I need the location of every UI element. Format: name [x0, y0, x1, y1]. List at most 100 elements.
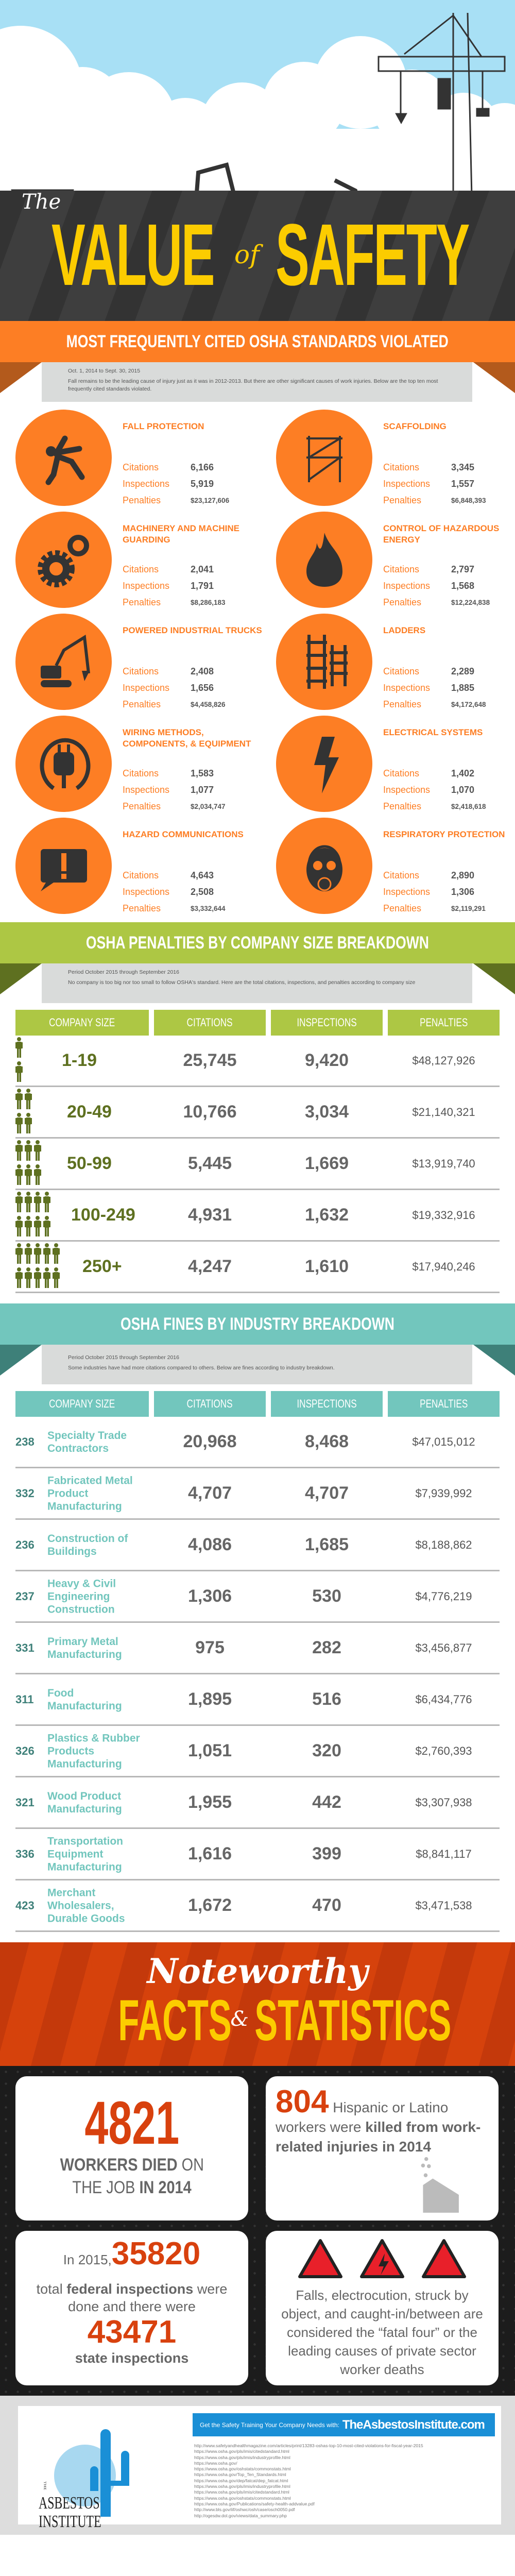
stat-inspections: Inspections 1,656	[123, 680, 226, 696]
cell-penalties: $48,127,926	[412, 1054, 475, 1067]
stat-penalties: Penalties $2,119,291	[383, 900, 486, 917]
hispanic-text-bold: killed from work-related injuries in 201…	[276, 2119, 481, 2155]
stat-inspections: Inspections 1,791	[123, 578, 226, 594]
inspections-text-bold: federal inspections	[66, 2281, 194, 2297]
cell-penalties: $2,760,393	[415, 1744, 472, 1757]
inspections-text-2: were done and there were	[68, 2281, 228, 2314]
logo-the: THE	[43, 2481, 47, 2490]
cell-citations: 975	[195, 1638, 225, 1657]
stat-citations: Citations 2,408	[123, 663, 226, 680]
plug-icon	[15, 716, 112, 812]
stat-value: 6,166	[191, 462, 214, 472]
stat-citations: Citations 3,345	[383, 459, 486, 476]
standard-item: FALL PROTECTION Citations 6,166 Inspections…	[15, 410, 263, 507]
cell-citations: 4,086	[187, 1535, 232, 1554]
stat-penalties: Penalties $2,418,618	[383, 798, 486, 815]
stat-inspections: Inspections 5,919	[123, 476, 229, 492]
person-icon	[15, 1061, 23, 1084]
header-label: PENALTIES	[419, 1397, 468, 1410]
naics-code: 423	[15, 1899, 35, 1912]
title-of: of	[234, 240, 260, 269]
naics-code: 237	[15, 1589, 35, 1603]
stat-label: Penalties	[383, 699, 422, 709]
stat-value: $6,848,393	[451, 496, 486, 504]
website-banner[interactable]: Get the Safety Training Your Company Nee…	[193, 2413, 495, 2436]
federal-inspections-number: 35820	[111, 2236, 201, 2272]
stat-value: 2,289	[451, 666, 475, 676]
fact-card-fatal-four: Falls, electrocution, struck by object, …	[266, 2231, 499, 2385]
source-link[interactable]: https://www.osha.gov/dep/fatcat/dep_fatc…	[194, 2478, 288, 2483]
source-link[interactable]: http://ogesdw.dol.gov/views/data_summary…	[194, 2513, 287, 2518]
table-header: CITATIONS	[154, 1010, 266, 1036]
company-size: 50-99	[67, 1154, 112, 1173]
table-row: 332 Fabricated Metal Product Manufacturin…	[15, 1468, 500, 1520]
cell-inspections: 1,610	[304, 1257, 349, 1276]
person-icon	[53, 1243, 60, 1266]
stat-penalties: Penalties $6,848,393	[383, 492, 486, 509]
company-intro: Period October 2015 through September 20…	[42, 963, 472, 1003]
naics-code: 236	[15, 1538, 35, 1551]
table-row: 331 Primary Metal Manufacturing 975 282 $3,4…	[15, 1623, 500, 1674]
table-header: COMPANY SIZE	[15, 1010, 149, 1036]
source-link[interactable]: https://www.osha.gov/pls/imis/industrypr…	[194, 2484, 290, 2489]
table-row: 20-49 10,766 3,034 $21,140,321	[15, 1087, 500, 1139]
title-safety: SAFETY	[276, 206, 470, 304]
inspections-text-1: total	[36, 2281, 63, 2297]
source-link[interactable]: https://www.osha.gov/oshstats/commonstat…	[194, 2495, 291, 2501]
standard-item: LADDERS Citations 2,289 Inspections 1,885 Pen…	[276, 614, 515, 711]
facts-title-2: STATISTICS	[254, 1988, 452, 2053]
stat-label: Citations	[123, 462, 159, 472]
source-link[interactable]: https://www.osha.gov/pls/imis/industrypr…	[194, 2454, 290, 2460]
person-icon	[43, 1215, 50, 1239]
stat-value: $4,458,826	[191, 700, 226, 708]
deaths-line2-bold: IN 2014	[139, 2178, 192, 2197]
fact-card-deaths: 4821 WORKERS DIED ON THE JOB IN 2014	[15, 2076, 248, 2221]
deaths-line2-light: THE JOB	[72, 2178, 135, 2197]
ribbon-fold-right	[473, 963, 515, 994]
stat-value: 1,583	[191, 768, 214, 778]
standard-item: POWERED INDUSTRIAL TRUCKS Citations 2,408 I…	[15, 614, 263, 711]
people-icon-group	[15, 1140, 41, 1188]
source-link[interactable]: https://www.osha.gov/	[194, 2460, 237, 2466]
source-link[interactable]: https://www.osha.gov/pls/imis/citedstand…	[194, 2489, 289, 2495]
cell-inspections: 320	[312, 1741, 341, 1760]
gears-icon	[15, 512, 112, 608]
industry-name: Primary Metal Manufacturing	[47, 1635, 122, 1660]
cell-penalties: $47,015,012	[412, 1435, 475, 1448]
cell-citations: 1,616	[187, 1844, 232, 1863]
stat-citations: Citations 2,041	[123, 561, 226, 578]
stat-label: Citations	[383, 768, 420, 778]
table-row: 326 Plastics & Rubber Products Manufactur…	[15, 1726, 500, 1777]
cell-citations: 1,051	[187, 1741, 232, 1760]
stat-value: $8,286,183	[191, 598, 226, 606]
gas-mask-icon	[276, 818, 372, 914]
standard-stats: Citations 6,166 Inspections 5,919 Penalties $…	[123, 459, 229, 509]
cell-citations: 1,955	[187, 1792, 232, 1812]
cell-inspections: 470	[312, 1895, 341, 1915]
person-icon	[34, 1140, 41, 1163]
cell-citations: 1,672	[187, 1895, 232, 1915]
section-header-company: OSHA PENALTIES BY COMPANY SIZE BREAKDOWN	[0, 922, 515, 963]
logo-line2: INSTITUTE	[39, 2512, 101, 2531]
source-link[interactable]: https://www.osha.gov/Publications/safety…	[194, 2501, 315, 2506]
source-link[interactable]: http://www.safetyandhealthmagazine.com/a…	[194, 2443, 423, 2448]
cell-penalties: $19,332,916	[412, 1208, 475, 1222]
source-link[interactable]: https://www.osha.gov/pls/imis/citedstand…	[194, 2449, 289, 2454]
source-link[interactable]: http://www.bls.gov/iif/oshwc/osh/case/os…	[194, 2507, 295, 2513]
source-link[interactable]: https://www.osha.gov/oshstats/commonstat…	[194, 2466, 291, 2472]
hazard-triangles-icon	[298, 2239, 466, 2278]
stat-label: Citations	[123, 666, 159, 676]
person-icon	[34, 1243, 41, 1266]
person-icon	[25, 1267, 32, 1291]
stat-penalties: Penalties $4,172,648	[383, 696, 486, 713]
cell-penalties: $8,188,862	[415, 1538, 472, 1551]
cell-penalties: $3,307,938	[415, 1795, 472, 1809]
website-link[interactable]: TheAsbestosInstitute.com	[342, 2417, 485, 2432]
stat-label: Citations	[383, 870, 420, 880]
stat-penalties: Penalties $3,332,644	[123, 900, 226, 917]
stat-label: Penalties	[383, 801, 422, 811]
stat-label: Inspections	[123, 886, 170, 897]
source-link[interactable]: https://www.osha.gov/Top_Ten_Standards.h…	[194, 2472, 286, 2478]
stat-penalties: Penalties $4,458,826	[123, 696, 226, 713]
naics-code: 326	[15, 1744, 35, 1757]
